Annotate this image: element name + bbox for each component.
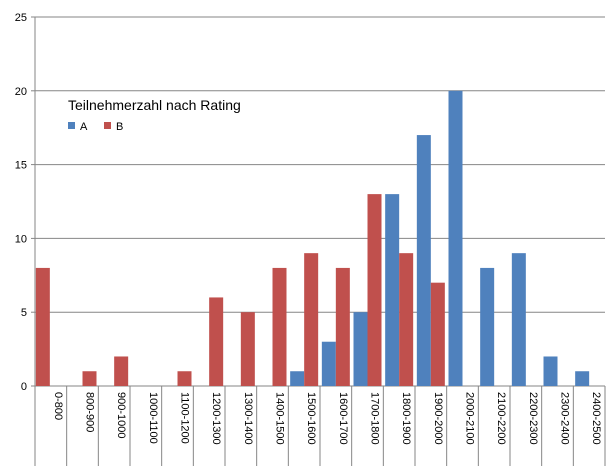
x-tick-label: 2100-2200: [495, 392, 507, 445]
y-tick-label: 0: [21, 381, 27, 393]
x-tick-label: 1500-1600: [305, 392, 317, 445]
x-tick-label: 1200-1300: [210, 392, 222, 445]
bar-a-2200-2300: [511, 253, 526, 386]
bar-b-1300-1400: [240, 312, 255, 386]
x-tick-label: 1800-1900: [400, 392, 412, 445]
x-tick-label: 1700-1800: [369, 392, 381, 445]
legend-swatch-a: [68, 122, 75, 129]
x-tick-label: 800-900: [84, 392, 96, 432]
axes: [31, 16, 606, 466]
y-tick-label: 10: [15, 233, 27, 245]
gridlines: [35, 16, 605, 313]
x-tick-label: 2200-2300: [527, 392, 539, 445]
chart-title: Teilnehmerzahl nach Rating: [68, 97, 241, 113]
x-tick-labels: 0-800 800-900 900-1000 1000-1100 1100-1200 12…: [52, 392, 602, 445]
bar-a-2000-2100: [448, 90, 463, 387]
bar-b-1500-1600: [304, 253, 319, 386]
bar-b-1700-1800: [367, 194, 382, 386]
y-tick-label: 25: [15, 12, 27, 24]
y-tick-label: 20: [15, 86, 27, 98]
y-tick-labels: 0 5 10 15 20 25: [15, 12, 27, 393]
bar-a-2300-2400: [543, 356, 558, 386]
x-tick-label: 900-1000: [115, 392, 127, 439]
x-tick-label: 1600-1700: [337, 392, 349, 445]
bar-a-1800-1900: [385, 194, 400, 386]
bar-a-2100-2200: [480, 267, 495, 386]
bar-b-0-800: [35, 267, 50, 386]
bar-b-900-1000: [114, 356, 129, 386]
bar-b-1200-1300: [209, 297, 224, 386]
bar-a-1500-1600: [290, 371, 305, 386]
bar-a-1900-2000: [416, 135, 431, 386]
x-tick-label: 2400-2500: [590, 392, 602, 445]
bar-b-1100-1200: [177, 371, 192, 386]
x-tick-label: 1900-2000: [432, 392, 444, 445]
y-tick-label: 15: [15, 160, 27, 172]
x-tick-label: 2300-2400: [559, 392, 571, 445]
bar-a-1700-1800: [353, 312, 368, 386]
y-tick-label: 5: [21, 307, 27, 319]
bar-b-1600-1700: [335, 267, 350, 386]
x-tick-label: 2000-2100: [464, 392, 476, 445]
legend: A B: [68, 121, 123, 133]
x-tick-label: 1400-1500: [274, 392, 286, 445]
x-tick-label: 1300-1400: [242, 392, 254, 445]
x-tick-label: 0-800: [52, 392, 64, 420]
x-tick-label: 1000-1100: [147, 392, 159, 444]
bar-b-1900-2000: [430, 282, 445, 386]
bars: [35, 90, 590, 387]
bar-b-1800-1900: [399, 253, 414, 386]
x-tick-label: 1100-1200: [179, 392, 191, 444]
bar-a-1600-1700: [321, 341, 336, 386]
bar-b-1400-1500: [272, 267, 287, 386]
legend-label-b: B: [116, 121, 123, 133]
legend-swatch-b: [104, 122, 111, 129]
bar-a-2400-2500: [575, 371, 590, 386]
bar-b-800-900: [82, 371, 97, 386]
legend-label-a: A: [80, 121, 88, 133]
